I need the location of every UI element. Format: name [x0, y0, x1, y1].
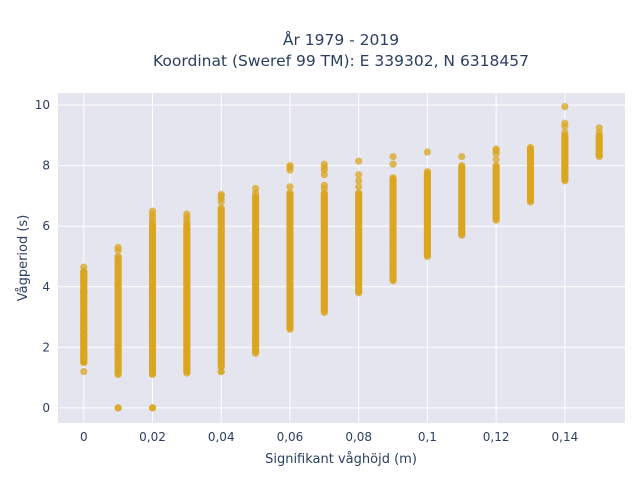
x-tick-label: 0,1 — [418, 430, 437, 444]
data-points — [80, 103, 603, 412]
data-point — [492, 145, 500, 153]
data-point — [217, 367, 225, 376]
data-point — [80, 349, 88, 357]
x-tick-label: 0,04 — [208, 430, 235, 444]
data-point — [114, 252, 122, 261]
data-point — [389, 160, 397, 168]
data-point — [355, 157, 363, 165]
y-axis-title: Vågperiod (s) — [16, 215, 31, 302]
data-point — [423, 168, 432, 176]
plot-area — [58, 93, 625, 423]
data-point — [183, 210, 191, 218]
y-tick-label: 10 — [35, 98, 50, 112]
data-point — [80, 325, 88, 333]
chart-title-line-2: Koordinat (Sweref 99 TM): E 339302, N 63… — [153, 52, 529, 70]
y-tick-label: 2 — [42, 340, 50, 354]
y-tick-label: 0 — [42, 401, 50, 415]
data-point — [561, 119, 569, 127]
data-point — [217, 190, 225, 199]
y-tick-label: 4 — [42, 280, 50, 294]
x-tick-label: 0,14 — [552, 430, 579, 444]
y-tick-label: 8 — [42, 159, 50, 173]
data-point — [561, 103, 569, 111]
data-point — [114, 243, 122, 252]
data-point — [286, 183, 294, 191]
data-point — [80, 319, 88, 327]
x-tick-label: 0,08 — [345, 430, 372, 444]
x-tick-label: 0,06 — [277, 430, 304, 444]
data-point — [80, 277, 88, 285]
x-tick-labels: 0 0,02 0,04 0,06 0,08 0,1 0,12 0,14 — [80, 430, 578, 444]
data-point — [320, 181, 328, 189]
data-point — [389, 174, 397, 182]
data-point — [80, 313, 88, 321]
data-point — [423, 148, 432, 156]
x-tick-label: 0 — [80, 430, 88, 444]
data-point — [355, 177, 363, 185]
y-tick-label: 6 — [42, 219, 50, 233]
x-tick-label: 0,12 — [483, 430, 510, 444]
data-point — [80, 263, 88, 271]
data-point — [458, 162, 466, 170]
data-point — [561, 128, 569, 136]
data-point — [355, 171, 363, 179]
data-point — [80, 367, 88, 376]
data-point — [320, 308, 328, 317]
data-point — [526, 143, 535, 152]
data-point — [217, 204, 225, 212]
data-point — [389, 152, 397, 161]
data-point — [80, 355, 88, 364]
chart-title-line-1: År 1979 - 2019 — [283, 30, 399, 49]
data-point — [458, 152, 466, 161]
data-point — [595, 124, 603, 132]
data-point — [492, 162, 500, 170]
data-point — [355, 183, 363, 191]
x-tick-label: 0,02 — [139, 430, 166, 444]
data-point — [148, 207, 157, 215]
data-point — [148, 404, 157, 412]
data-point — [80, 287, 88, 295]
data-point — [320, 160, 328, 168]
y-tick-labels: 0 2 4 6 8 10 — [35, 98, 50, 415]
data-point — [355, 189, 363, 197]
data-point — [80, 340, 88, 348]
data-point — [114, 404, 122, 412]
x-axis-title: Signifikant våghöjd (m) — [265, 452, 417, 467]
data-point — [286, 189, 294, 197]
data-point — [80, 331, 88, 339]
data-point — [80, 298, 88, 306]
data-point — [286, 162, 294, 170]
data-point — [251, 184, 260, 192]
data-point — [492, 156, 500, 164]
